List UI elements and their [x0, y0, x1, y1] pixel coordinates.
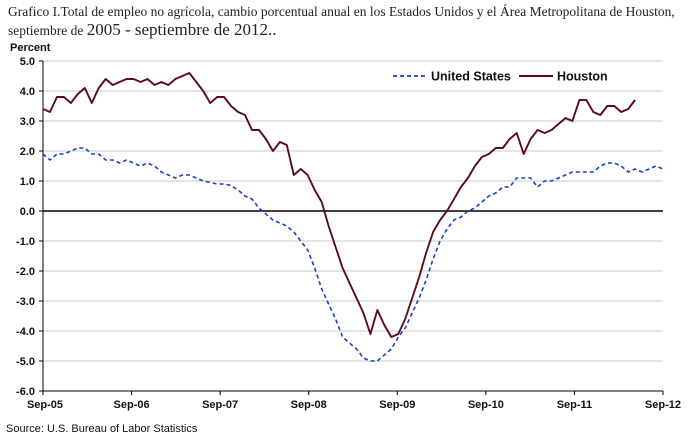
legend-label: Houston — [557, 70, 608, 84]
y-tick-label: 1.0 — [20, 176, 35, 188]
y-tick-label: -1.0 — [16, 236, 35, 248]
legend: United States Houston — [393, 70, 608, 84]
chart-title-part2: 2005 - septiembre de 2012.. — [86, 20, 277, 39]
y-tick-label: 2.0 — [20, 146, 35, 158]
x-tick-label: Sep-10 — [468, 399, 504, 411]
series-lines — [42, 72, 664, 362]
x-tick-label: Sep-05 — [27, 399, 63, 411]
grid-lines — [43, 60, 663, 392]
chart-title-part1: Grafico I.Total de empleo no agrícola, c… — [8, 4, 675, 38]
series-line-houston — [42, 72, 636, 338]
y-tick-label: -2.0 — [16, 266, 35, 278]
x-tick-label: Sep-11 — [557, 399, 592, 411]
chart-title: Grafico I.Total de empleo no agrícola, c… — [8, 3, 688, 40]
y-tick-label: -5.0 — [16, 356, 35, 368]
x-tick-label: Sep-08 — [291, 399, 327, 411]
y-tick-label: 5.0 — [20, 56, 35, 68]
x-tick-label: Sep-12 — [645, 399, 681, 411]
y-axis: 5.0 4.0 3.0 2.0 1.0 0.0 -1.0 -2.0 -3.0 -4.0 -5.0 -6… — [16, 56, 44, 398]
legend-label: United States — [431, 70, 511, 84]
y-axis-label: Percent — [10, 42, 51, 54]
y-tick-label: 4.0 — [20, 86, 35, 98]
x-tick-label: Sep-06 — [114, 399, 150, 411]
y-tick-label: -6.0 — [16, 386, 35, 398]
y-tick-label: -4.0 — [16, 326, 35, 338]
x-tick-label: Sep-09 — [379, 399, 415, 411]
y-tick-label: 0.0 — [20, 206, 35, 218]
x-axis: Sep-05 Sep-06 Sep-07 Sep-08 Sep-09 Sep-10 Sep-… — [27, 210, 681, 411]
source-note: Source: U.S. Bureau of Labor Statistics — [6, 423, 198, 435]
y-tick-label: 3.0 — [20, 116, 35, 128]
y-tick-label: -3.0 — [16, 296, 35, 308]
series-line-united-states — [42, 147, 664, 362]
x-tick-label: Sep-07 — [202, 399, 238, 411]
